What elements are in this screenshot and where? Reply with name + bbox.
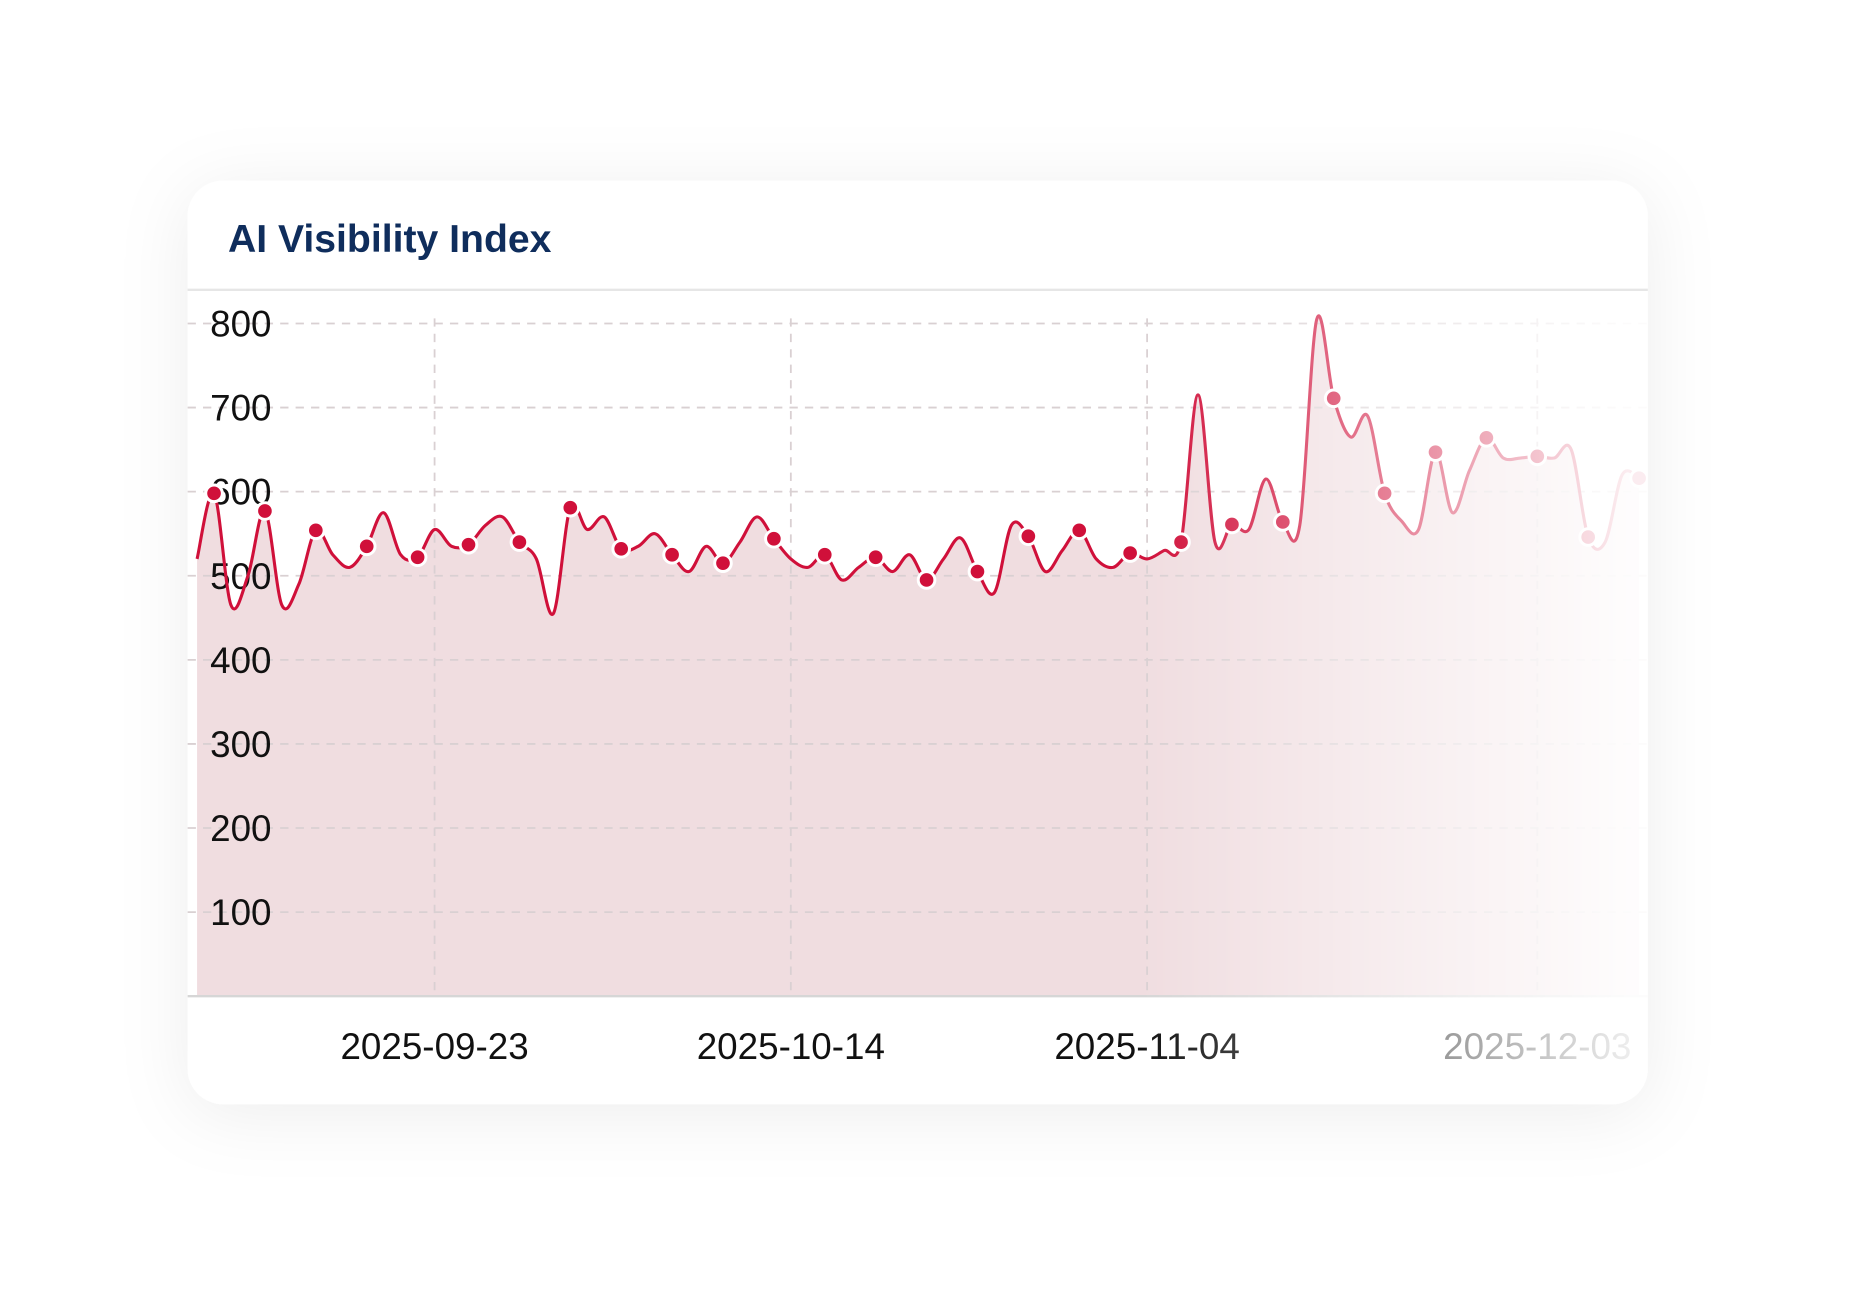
point — [1374, 483, 1395, 504]
point — [611, 539, 631, 559]
point — [1425, 442, 1446, 462]
point — [662, 544, 682, 565]
point — [1069, 520, 1090, 541]
point — [255, 501, 275, 521]
point — [509, 532, 530, 552]
point — [764, 528, 784, 549]
y-tick-label: 400 — [210, 640, 271, 681]
y-tick-label: 500 — [210, 556, 271, 597]
point — [713, 553, 733, 573]
point — [967, 561, 988, 582]
point — [1171, 532, 1191, 552]
x-tick-label: 2025-09-23 — [340, 1026, 528, 1067]
y-tick-label: 300 — [210, 724, 271, 765]
point — [1273, 512, 1293, 532]
y-tick-label: 800 — [210, 304, 271, 345]
point — [1476, 428, 1497, 448]
point — [1578, 527, 1598, 547]
x-tick-label: 2025-11-04 — [1054, 1026, 1240, 1067]
point — [204, 483, 224, 504]
y-tick-label: 100 — [210, 892, 271, 933]
point — [1527, 446, 1548, 467]
point — [1629, 468, 1648, 489]
y-tick-label: 700 — [210, 388, 271, 429]
point — [560, 497, 581, 518]
point — [814, 544, 835, 565]
point — [356, 536, 377, 557]
point — [916, 570, 937, 590]
point — [1323, 388, 1344, 409]
chart-title: AI Visibility Index — [228, 218, 552, 261]
point — [1018, 526, 1039, 547]
point — [306, 520, 326, 541]
point — [1120, 543, 1140, 563]
point — [865, 547, 886, 568]
point — [407, 547, 428, 568]
x-tick-label: 2025-12-03 — [1443, 1026, 1631, 1067]
y-tick-label: 200 — [210, 808, 271, 849]
point — [458, 534, 479, 555]
area — [187, 316, 1640, 997]
x-tick-label: 2025-10-14 — [697, 1026, 885, 1067]
point — [1222, 514, 1242, 535]
